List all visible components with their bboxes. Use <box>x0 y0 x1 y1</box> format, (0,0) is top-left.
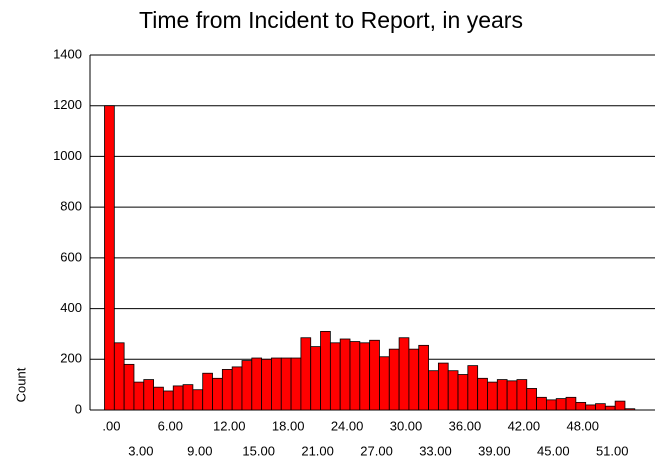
y-tick-label: 1400 <box>53 46 82 61</box>
bar <box>585 404 596 411</box>
bar <box>477 377 488 411</box>
y-tick-label: 200 <box>60 351 82 366</box>
bar <box>604 405 616 411</box>
bar <box>153 386 164 411</box>
bar <box>575 401 587 411</box>
x-tick-label: 42.00 <box>508 418 541 433</box>
bar <box>251 357 263 411</box>
bar <box>555 398 567 411</box>
y-tick-label: 0 <box>75 401 82 416</box>
bar <box>565 396 577 411</box>
bar <box>113 342 125 411</box>
x-tick-label: 24.00 <box>331 418 364 433</box>
bar <box>457 374 469 411</box>
bar <box>192 389 204 411</box>
x-tick-label: 15.00 <box>242 443 275 458</box>
x-tick-label: 33.00 <box>419 443 452 458</box>
y-tick-label: 800 <box>60 199 82 214</box>
y-axis-label: Count <box>13 367 28 402</box>
x-tick-label: 36.00 <box>449 418 482 433</box>
y-tick-label: 600 <box>60 249 82 264</box>
x-tick-label: 9.00 <box>187 443 212 458</box>
bar <box>349 341 361 411</box>
bar <box>408 348 420 411</box>
x-tick-label: 6.00 <box>158 418 183 433</box>
bar <box>369 339 380 411</box>
bar <box>379 356 390 411</box>
bar <box>290 357 302 411</box>
x-tick-label: 51.00 <box>596 443 629 458</box>
bar <box>143 379 154 411</box>
bar <box>329 342 341 411</box>
bar <box>212 377 223 411</box>
x-tick-label: 30.00 <box>390 418 423 433</box>
bar <box>339 338 351 411</box>
bar <box>487 381 498 411</box>
bar <box>221 369 233 411</box>
x-tick-label: 27.00 <box>360 443 393 458</box>
bar <box>506 380 518 411</box>
bar <box>467 365 479 411</box>
bar <box>300 337 312 411</box>
bar <box>280 357 292 411</box>
x-tick-label: 18.00 <box>272 418 305 433</box>
bar <box>428 370 439 411</box>
bar <box>320 330 331 411</box>
bar <box>123 363 135 411</box>
bar <box>241 360 253 411</box>
chart-title: Time from Incident to Report, in years <box>139 7 523 33</box>
bar <box>172 385 184 411</box>
bar <box>624 408 636 411</box>
bar <box>437 362 449 411</box>
bar <box>202 372 213 411</box>
bar <box>398 337 410 411</box>
bar <box>516 379 528 411</box>
bar <box>104 105 115 411</box>
bar <box>418 344 429 411</box>
x-tick-label: 45.00 <box>537 443 570 458</box>
bar <box>133 381 145 411</box>
bar <box>536 396 547 411</box>
bar <box>182 384 194 411</box>
x-tick-label: 39.00 <box>478 443 511 458</box>
x-tick-label: 12.00 <box>213 418 246 433</box>
bar <box>163 390 174 411</box>
y-tick-label: 400 <box>60 300 82 315</box>
bar <box>546 399 557 411</box>
x-tick-label: 3.00 <box>128 443 153 458</box>
bar <box>271 357 282 411</box>
bar <box>526 388 537 411</box>
bar <box>496 379 508 411</box>
bar <box>231 366 243 411</box>
x-tick-label: 21.00 <box>301 443 334 458</box>
bar <box>261 358 272 411</box>
y-tick-label: 1200 <box>53 97 82 112</box>
bar <box>359 342 371 411</box>
bar <box>595 403 606 411</box>
x-tick-label: .00 <box>102 418 120 433</box>
bar <box>388 348 400 411</box>
x-tick-label: 48.00 <box>566 418 599 433</box>
bar <box>614 400 626 411</box>
bar <box>447 370 459 411</box>
bar <box>310 346 321 411</box>
y-tick-label: 1000 <box>53 148 82 163</box>
